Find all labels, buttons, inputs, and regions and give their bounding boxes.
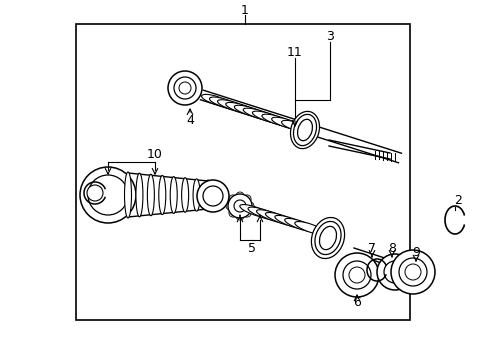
Ellipse shape (124, 172, 131, 218)
Text: 7: 7 (367, 242, 375, 255)
Ellipse shape (225, 103, 257, 115)
Text: 1: 1 (241, 4, 248, 17)
Ellipse shape (204, 180, 211, 210)
Circle shape (174, 77, 196, 99)
Ellipse shape (209, 97, 238, 109)
Ellipse shape (193, 179, 200, 211)
Ellipse shape (319, 226, 336, 249)
Ellipse shape (136, 173, 142, 217)
Ellipse shape (243, 108, 275, 121)
Ellipse shape (265, 212, 299, 226)
Ellipse shape (201, 94, 228, 105)
Bar (76, 24, 409, 320)
Circle shape (390, 250, 434, 294)
Circle shape (168, 71, 202, 105)
Text: 3: 3 (325, 30, 333, 42)
Circle shape (228, 195, 237, 203)
Circle shape (348, 267, 364, 283)
Text: 10: 10 (147, 148, 163, 162)
Text: 4: 4 (185, 113, 194, 126)
Circle shape (342, 261, 370, 289)
Text: 8: 8 (387, 242, 395, 255)
Ellipse shape (311, 217, 344, 258)
Ellipse shape (252, 111, 284, 123)
Ellipse shape (281, 120, 308, 132)
Circle shape (236, 212, 244, 220)
Circle shape (243, 195, 250, 203)
Ellipse shape (147, 174, 154, 216)
Circle shape (398, 258, 426, 286)
Circle shape (334, 253, 378, 297)
Circle shape (228, 209, 237, 217)
Text: 6: 6 (352, 297, 360, 310)
Ellipse shape (271, 117, 300, 129)
Circle shape (80, 167, 136, 223)
Circle shape (236, 192, 244, 200)
Ellipse shape (234, 105, 266, 118)
Circle shape (88, 175, 128, 215)
Ellipse shape (256, 210, 289, 224)
Ellipse shape (314, 221, 340, 255)
Circle shape (243, 209, 250, 217)
Circle shape (383, 261, 405, 283)
Ellipse shape (247, 207, 280, 221)
Circle shape (87, 185, 103, 201)
Circle shape (376, 254, 412, 290)
Circle shape (227, 194, 251, 218)
Ellipse shape (262, 114, 292, 126)
Circle shape (225, 202, 234, 210)
Ellipse shape (159, 175, 165, 215)
Circle shape (203, 186, 223, 206)
Ellipse shape (170, 176, 177, 213)
Ellipse shape (297, 119, 312, 141)
Ellipse shape (293, 114, 316, 146)
Circle shape (234, 200, 245, 212)
Ellipse shape (217, 100, 247, 112)
Ellipse shape (274, 215, 308, 229)
Ellipse shape (181, 178, 188, 212)
Ellipse shape (294, 221, 325, 234)
Text: 9: 9 (411, 246, 419, 258)
Ellipse shape (239, 204, 270, 217)
Ellipse shape (284, 219, 316, 232)
Circle shape (245, 202, 253, 210)
Circle shape (404, 264, 420, 280)
Circle shape (179, 82, 191, 94)
Text: 2: 2 (453, 194, 461, 207)
Circle shape (197, 180, 228, 212)
Text: 11: 11 (286, 45, 302, 58)
Ellipse shape (290, 111, 319, 149)
Text: 5: 5 (247, 242, 256, 255)
